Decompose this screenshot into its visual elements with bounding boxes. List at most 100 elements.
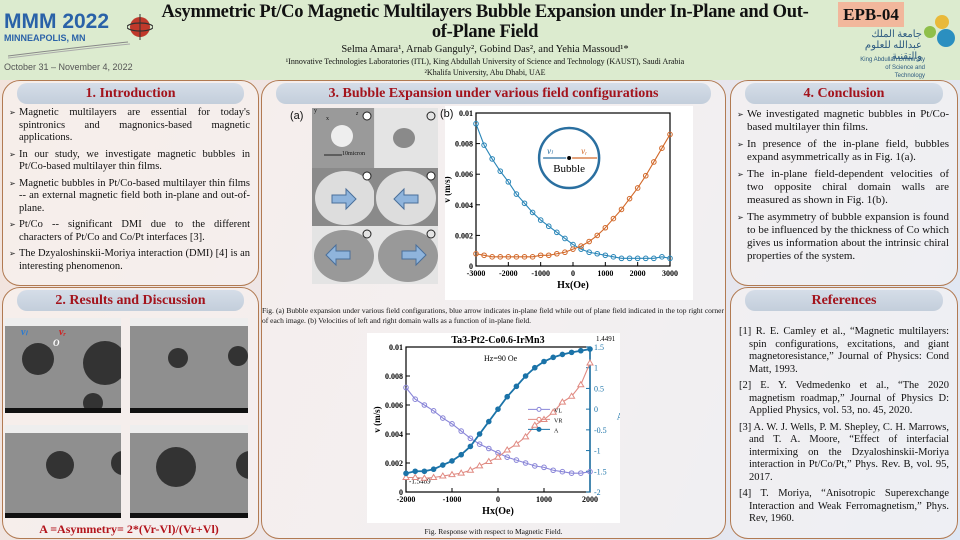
data-point: [618, 255, 625, 262]
x-tick-label: 0: [496, 495, 500, 504]
figure-caption: Fig. Response with respect to Magnetic F…: [424, 527, 563, 536]
bubble-figure-a: y x z 10micron: [312, 108, 438, 284]
inset-vr-label: vᵣ: [581, 146, 587, 156]
data-point: [503, 445, 512, 453]
reference-item: [3] A. W. J. Wells, P. M. Shepley, C. H.…: [739, 421, 949, 483]
list-item: Pt/Co -- significant DMI due to the diff…: [9, 219, 250, 244]
data-point: [578, 246, 584, 252]
data-point: [562, 249, 568, 256]
data-point: [549, 408, 558, 415]
vl-label: vₗ: [21, 327, 28, 338]
swoosh-logo-icon: [8, 41, 131, 59]
data-point: [486, 445, 492, 452]
data-point: [586, 249, 592, 256]
authors: Selma Amara¹, Arnab Ganguly², Gobind Das…: [341, 44, 629, 55]
section-heading: 2. Results and Discussion: [17, 290, 244, 311]
series-line-VL: [405, 387, 591, 474]
data-point: [541, 358, 547, 365]
y2-tick-label: 1: [594, 364, 598, 373]
data-point: [449, 458, 455, 464]
data-point: [411, 473, 420, 480]
y2-max-label: 1.4491: [596, 335, 616, 343]
list-item: We investigated magnetic bubbles in Pt/C…: [737, 108, 949, 134]
data-point: [602, 252, 609, 259]
data-point: [626, 195, 633, 202]
data-point: [667, 255, 673, 262]
y-axis-label: v (m/s): [445, 176, 452, 202]
y2-tick-label: 0: [594, 405, 598, 414]
data-point: [429, 473, 438, 480]
data-point: [537, 217, 544, 223]
bubble-micrographs: [312, 108, 438, 284]
y-tick-label: 0.004: [455, 201, 473, 210]
legend-label: VL: [554, 408, 562, 414]
data-point: [421, 402, 428, 408]
affiliation-1: ¹Innovative Technologies Laboratories (I…: [285, 57, 685, 66]
y-axis-label: v (m/s): [372, 406, 382, 432]
data-point: [458, 451, 464, 458]
data-point: [403, 384, 409, 391]
data-point: [521, 200, 528, 207]
section-heading: 1. Introduction: [17, 83, 244, 104]
data-point: [504, 393, 510, 400]
data-point: [545, 223, 552, 230]
plot-frame: [475, 112, 671, 267]
introduction-panel: 1. Introduction Magnetic multilayers are…: [2, 80, 259, 286]
origin-label: O: [53, 338, 60, 348]
data-point: [541, 464, 547, 471]
data-point: [529, 209, 536, 216]
list-item: The asymmetry of bubble expansion is fou…: [737, 211, 949, 263]
y2-min-label: -1.5489: [409, 477, 431, 485]
x-tick-label: 1000: [536, 495, 552, 504]
data-point: [522, 373, 529, 379]
data-point: [513, 457, 520, 463]
section-heading: 4. Conclusion: [745, 83, 943, 104]
arrow-left-icon: [393, 187, 419, 211]
x-tick-label: 2000: [582, 495, 598, 504]
data-point: [467, 443, 474, 450]
section-heading: 3. Bubble Expansion under various field …: [276, 83, 711, 104]
y2-tick-label: -1.5: [594, 467, 607, 476]
globe-logo-icon: [127, 14, 153, 40]
data-point: [554, 250, 560, 257]
chart-annotation: Hz=90 Oe: [484, 354, 518, 363]
data-point: [578, 470, 584, 476]
data-point: [457, 469, 466, 476]
data-point: [430, 466, 437, 473]
y-tick-label: 0.01: [459, 109, 473, 118]
data-point: [618, 206, 625, 213]
data-point: [667, 131, 673, 138]
data-point: [473, 250, 479, 257]
series-line-v_r: [475, 134, 671, 258]
y-tick-label: 0: [469, 262, 473, 271]
micrograph-image: [130, 425, 248, 518]
conference-city: MINNEAPOLIS, MN: [4, 33, 86, 43]
data-point: [473, 120, 479, 127]
chart-title: Ta3-Pt2-Co0.6-IrMn3: [451, 335, 544, 346]
y-tick-label: 0.002: [455, 231, 473, 240]
data-point: [578, 243, 584, 249]
data-point: [420, 474, 429, 481]
data-point: [475, 461, 484, 469]
data-point: [476, 431, 483, 437]
data-point: [642, 255, 649, 262]
scale-bar-label: 10micron: [342, 151, 365, 157]
x-tick-label: -2000: [499, 269, 518, 278]
data-point: [567, 392, 576, 399]
bubble-center-dot: [567, 156, 572, 160]
data-point: [576, 380, 585, 388]
y-tick-label: 0.008: [385, 372, 403, 381]
data-point: [504, 454, 510, 460]
figure-caption: Fig. (a) Bubble expansion under various …: [262, 306, 724, 325]
data-point: [545, 252, 552, 259]
data-point: [521, 432, 530, 440]
legend-marker: [536, 416, 542, 422]
data-point: [476, 441, 483, 447]
data-point: [412, 396, 419, 402]
data-point: [610, 215, 617, 222]
data-point: [513, 254, 520, 260]
data-point: [651, 159, 657, 165]
reference-item: [4] T. Moriya, “Anisotropic Superexchang…: [739, 488, 949, 524]
x-tick-label: 3000: [662, 269, 678, 278]
data-point: [448, 470, 456, 478]
